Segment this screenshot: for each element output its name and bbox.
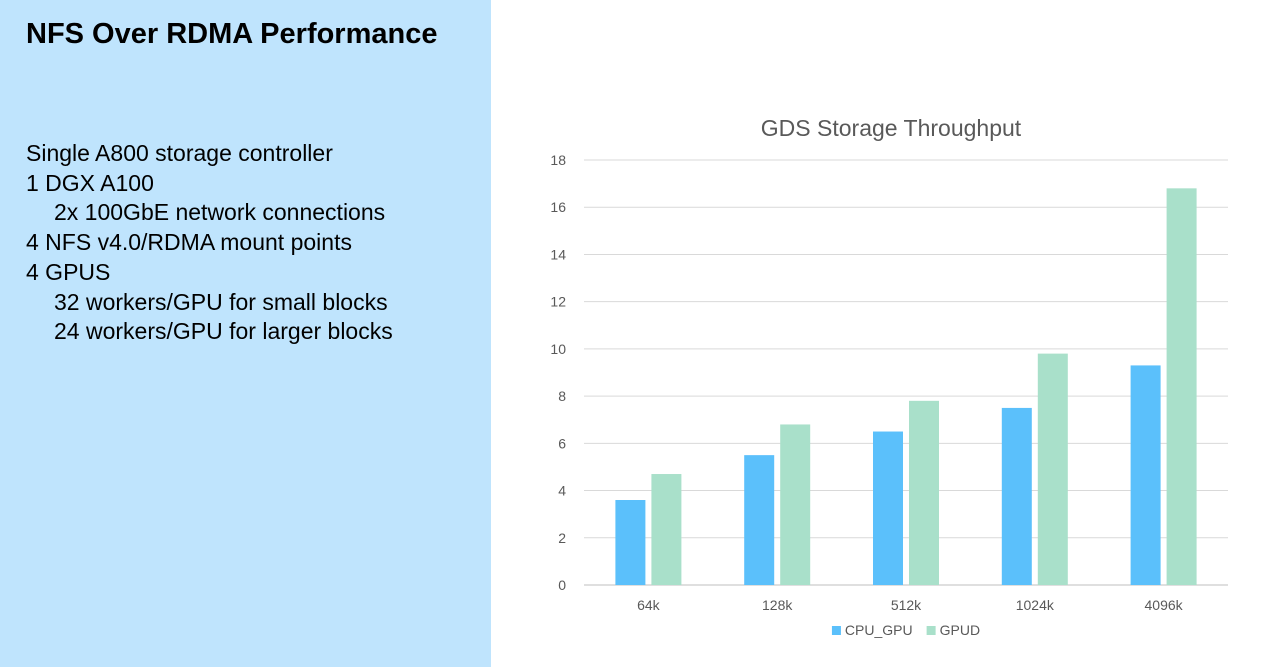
y-tick-label: 12 bbox=[550, 294, 566, 310]
sub-bullet-item: 32 workers/GPU for small blocks bbox=[54, 288, 388, 315]
bar-gpud bbox=[780, 424, 811, 585]
x-axis-ticks: 64k 128k 512k 1024k 4096k bbox=[637, 597, 1184, 613]
y-tick-label: 18 bbox=[550, 152, 566, 168]
throughput-bar-chart: GDS Storage Throughput 0 2 4 6 8 10 12 14 16 18 6… bbox=[550, 115, 1228, 638]
legend-label: CPU_GPU bbox=[845, 622, 913, 638]
bullet-item: Single A800 storage controller bbox=[26, 140, 333, 166]
x-tick-label: 64k bbox=[637, 597, 661, 613]
x-tick-label: 1024k bbox=[1016, 597, 1055, 613]
sub-bullet-item: 2x 100GbE network connections bbox=[54, 199, 386, 226]
bars bbox=[615, 188, 1197, 586]
left-panel: NFS Over RDMA Performance Single A800 st… bbox=[0, 0, 491, 667]
x-tick-label: 4096k bbox=[1145, 597, 1184, 613]
legend-item: CPU_GPU bbox=[831, 622, 913, 638]
legend-swatch bbox=[831, 626, 841, 635]
bar-gpud bbox=[651, 474, 682, 585]
y-axis-ticks: 0 2 4 6 8 10 12 14 16 18 bbox=[550, 152, 566, 593]
y-tick-label: 4 bbox=[558, 483, 566, 499]
slide-title: NFS Over RDMA Performance bbox=[26, 18, 438, 50]
legend-label: GPUD bbox=[940, 622, 980, 638]
y-tick-label: 0 bbox=[558, 577, 566, 593]
bullet-list: Single A800 storage controller 1 DGX A10… bbox=[26, 139, 393, 347]
sub-bullet-item: 24 workers/GPU for larger blocks bbox=[54, 318, 393, 345]
gridlines bbox=[584, 159, 1228, 586]
bar-cpu-gpu bbox=[1001, 407, 1032, 585]
bullet-item: 4 NFS v4.0/RDMA mount points bbox=[26, 229, 352, 256]
bar-cpu-gpu bbox=[873, 431, 903, 585]
bullet-item: 4 GPUS bbox=[26, 258, 111, 285]
y-tick-label: 14 bbox=[550, 246, 566, 262]
bullet-item: 1 DGX A100 bbox=[26, 169, 154, 196]
legend: CPU_GPU GPUD bbox=[831, 622, 980, 638]
y-tick-label: 16 bbox=[550, 199, 566, 215]
bar-gpud bbox=[909, 400, 939, 585]
y-tick-label: 10 bbox=[550, 341, 566, 357]
bar-cpu-gpu bbox=[615, 500, 646, 585]
bar-cpu-gpu bbox=[1130, 365, 1161, 585]
bar-gpud bbox=[1037, 353, 1068, 585]
legend-swatch bbox=[926, 626, 936, 635]
x-tick-label: 512k bbox=[891, 597, 922, 613]
x-tick-label: 128k bbox=[762, 597, 793, 613]
chart-title: GDS Storage Throughput bbox=[761, 115, 1022, 141]
y-tick-label: 6 bbox=[558, 435, 566, 451]
bar-gpud bbox=[1166, 188, 1197, 586]
y-tick-label: 8 bbox=[558, 388, 566, 404]
bar-cpu-gpu bbox=[744, 455, 775, 585]
legend-item: GPUD bbox=[926, 622, 980, 638]
y-tick-label: 2 bbox=[558, 530, 566, 546]
